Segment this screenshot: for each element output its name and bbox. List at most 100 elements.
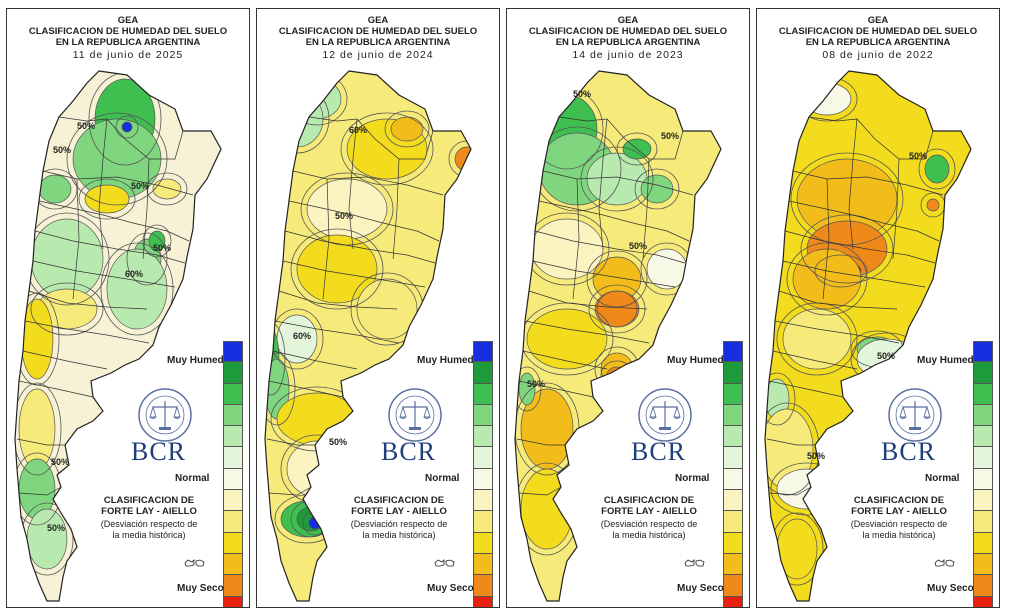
scale-swatch [223,341,243,363]
classification-subtitle-2: la media histórica) [612,530,686,540]
bcr-logo-text: BCR [631,437,687,466]
contour-line [126,232,168,286]
scale-swatch [723,404,743,427]
contour-line [814,254,868,288]
province-border [642,158,650,260]
province-border [768,486,812,496]
scale-swatch [223,404,243,427]
header-org: GEA [867,15,889,26]
province-border [572,178,580,300]
classification-subtitle-2: la media histórica) [112,530,186,540]
moisture-zone [454,146,471,172]
contour-line [765,372,796,426]
province-border [524,320,650,344]
province-border [778,290,898,310]
argentina-map: 50% 50% 50% 50% 60% 50% 50% [14,70,222,602]
province-border [532,260,676,288]
contour-line [300,172,394,246]
province-border [28,290,148,310]
map-panel-4: 50% 50% 50% GEA CLASIFICACION DE HUMEDAD D… [756,8,1000,608]
scale-swatch [473,341,493,363]
scale-swatch [473,511,493,533]
map-header: GEA CLASIFICACION DE HUMEDAD DEL SUELO E… [507,15,749,61]
scale-swatch [223,532,243,554]
province-border [266,438,315,446]
classification-note: CLASIFICACION DE FORTE LAY - AIELLO (Des… [589,495,709,541]
legend-bottom-label: Muy Seco [177,583,224,594]
province-border [808,116,934,160]
moisture-zone [30,218,104,300]
malvinas-islands-icon [184,559,205,567]
map-date: 12 de junio de 2024 [322,49,434,61]
contour-line [15,382,62,476]
header-title-1: CLASIFICACION DE HUMEDAD DEL SUELO [28,26,228,37]
map-header: GEA CLASIFICACION DE HUMEDAD DEL SUELO E… [757,15,999,61]
malvinas-islands-icon [684,559,705,567]
classification-note: CLASIFICACION DE FORTE LAY - AIELLO (Des… [839,495,959,541]
scale-swatch [723,553,743,576]
scale-swatch [223,468,243,491]
moisture-zone [526,308,608,370]
province-border [24,320,150,344]
province-border [782,260,926,288]
scale-swatch [223,490,243,512]
province-border [522,350,608,370]
scale-swatch [723,447,743,469]
moisture-zone [924,154,950,184]
contour-line [800,214,894,284]
classification-title-2: FORTE LAY - AIELLO [601,506,697,517]
bcr-logo-text: BCR [381,437,437,466]
contour-label: 50% [661,131,679,141]
contour-line [142,224,172,258]
province-border [392,158,400,260]
contour-label: 50% [53,145,71,155]
contour-label: 60% [125,269,143,279]
province-border [322,178,330,300]
bcr-logo-text: BCR [881,437,937,466]
classification-note: CLASIFICACION DE FORTE LAY - AIELLO (Des… [339,495,459,541]
scale-swatch [973,596,993,607]
contour-line [290,228,384,310]
header-title-2: EN LA REPUBLICA ARGENTINA [805,37,951,48]
scale-swatch [473,404,493,427]
map-panel-3: 50% 50% 50% 50% GEA CLASIFICACION DE HUMEDA… [506,8,750,608]
scale-swatch [723,511,743,533]
contour-label: 50% [329,437,347,447]
moisture-zone [926,198,940,212]
scale-swatch [223,575,243,597]
contour-label: 50% [629,241,647,251]
province-border [142,158,150,260]
province-border [272,350,358,370]
scale-swatch [473,426,493,448]
moisture-zone [640,174,674,204]
province-border [22,350,108,370]
header-title-1: CLASIFICACION DE HUMEDAD DEL SUELO [778,26,978,37]
province-border [268,380,344,398]
scale-swatch [723,532,743,554]
scale-swatch [973,468,993,491]
moisture-zone [792,248,862,310]
classification-title-2: FORTE LAY - AIELLO [851,506,947,517]
province-border [284,230,436,264]
province-border [518,380,594,398]
scale-swatch [473,575,493,597]
scale-swatch [973,362,993,384]
contour-line [814,484,840,514]
contour-label: 50% [77,121,95,131]
classification-title-1: CLASIFICACION DE [353,495,445,506]
bcr-logo-text: BCR [131,437,187,466]
province-border [766,438,815,446]
province-border [278,290,398,310]
legend-top-label: Muy Humedo [667,355,730,366]
moisture-zone [390,116,424,142]
province-border [788,200,940,242]
header-title-2: EN LA REPUBLICA ARGENTINA [55,37,201,48]
province-border [282,260,426,288]
contour-line [265,352,296,426]
province-border [892,158,900,260]
province-border [558,116,684,160]
moisture-zone [782,308,852,370]
contour-line [515,366,542,412]
province-border [848,118,858,250]
classification-note: CLASIFICACION DE FORTE LAY - AIELLO (Des… [89,495,209,541]
